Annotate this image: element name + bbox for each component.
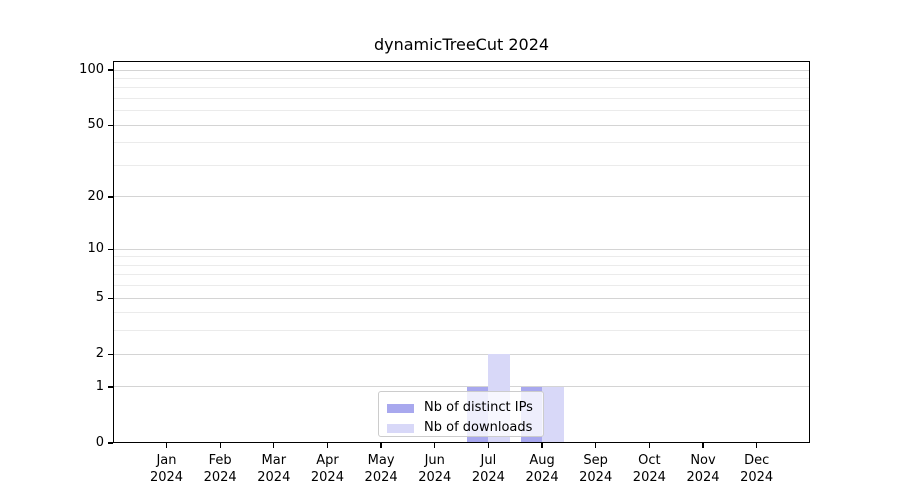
y-tick-label-20: 20 [87, 188, 104, 204]
y-tick-100 [108, 69, 113, 71]
x-tick-sep [595, 443, 597, 448]
y-tick-2 [108, 353, 113, 355]
y-tick-label-10: 10 [87, 241, 104, 257]
y-tick-5 [108, 297, 113, 299]
x-tick-label-jul: Jul 2024 [471, 453, 505, 485]
x-tick-label-oct: Oct 2024 [632, 453, 666, 485]
x-tick-dec [756, 443, 758, 448]
x-tick-jan [165, 443, 168, 448]
legend: Nb of distinct IPs Nb of downloads [378, 391, 544, 437]
y-tick-0 [108, 442, 113, 444]
legend-label-distinct-ips: Nb of distinct IPs [424, 400, 533, 415]
y-tick-label-100: 100 [79, 62, 104, 78]
legend-item-distinct-ips: Nb of distinct IPs [387, 398, 535, 418]
x-tick-label-aug: Aug 2024 [525, 453, 559, 485]
x-tick-label-sep: Sep 2024 [579, 453, 613, 485]
gridline-major-100 [114, 69, 809, 71]
y-tick-label-2: 2 [95, 346, 104, 362]
gridline-minor-9 [114, 256, 809, 258]
y-tick-50 [108, 124, 113, 126]
y-tick-20 [108, 196, 113, 198]
x-tick-label-may: May 2024 [364, 453, 398, 485]
x-tick-label-jun: Jun 2024 [418, 453, 452, 485]
gridline-minor-40 [114, 142, 809, 144]
gridline-minor-30 [114, 165, 809, 166]
y-tick-1 [108, 386, 113, 388]
gridline-minor-7 [114, 274, 809, 276]
x-tick-label-apr: Apr 2024 [310, 453, 344, 485]
x-tick-label-dec: Dec 2024 [740, 453, 774, 485]
x-tick-mar [273, 443, 275, 448]
x-tick-apr [326, 443, 329, 448]
gridline-minor-90 [114, 77, 809, 79]
gridline-minor-70 [114, 98, 809, 100]
y-tick-label-1: 1 [95, 378, 104, 394]
x-tick-aug [541, 443, 543, 448]
gridline-minor-6 [114, 285, 809, 287]
x-tick-may [380, 443, 382, 448]
gridline-major-2 [114, 353, 809, 355]
gridline-minor-8 [114, 264, 809, 266]
x-tick-label-jan: Jan 2024 [149, 453, 184, 485]
x-tick-nov [702, 443, 704, 448]
x-tick-jun [434, 443, 436, 448]
y-tick-label-5: 5 [95, 290, 104, 306]
gridline-major-20 [114, 196, 809, 198]
y-tick-label-0: 0 [95, 435, 104, 450]
legend-item-downloads: Nb of downloads [387, 418, 535, 438]
gridline-major-50 [114, 124, 809, 126]
y-tick-10 [108, 248, 113, 250]
gridline-minor-4 [114, 312, 809, 314]
x-tick-feb [219, 443, 221, 448]
x-tick-label-nov: Nov 2024 [686, 453, 720, 485]
bar-downloads-aug [542, 386, 564, 443]
gridline-minor-80 [114, 87, 809, 89]
gridline-major-1 [114, 386, 809, 388]
legend-swatch-downloads-icon [387, 423, 414, 433]
x-tick-oct [648, 443, 650, 448]
gridline-minor-60 [114, 110, 809, 112]
legend-label-downloads: Nb of downloads [424, 420, 533, 435]
chart-title: dynamicTreeCut 2024 [373, 35, 550, 54]
gridline-major-5 [114, 297, 809, 299]
gridline-major-10 [114, 248, 809, 250]
y-tick-label-50: 50 [87, 117, 104, 133]
x-tick-jul [487, 443, 490, 448]
legend-swatch-distinct-ips-icon [387, 403, 414, 413]
x-tick-label-mar: Mar 2024 [257, 453, 291, 485]
gridline-minor-3 [114, 330, 809, 332]
x-tick-label-feb: Feb 2024 [203, 453, 237, 485]
